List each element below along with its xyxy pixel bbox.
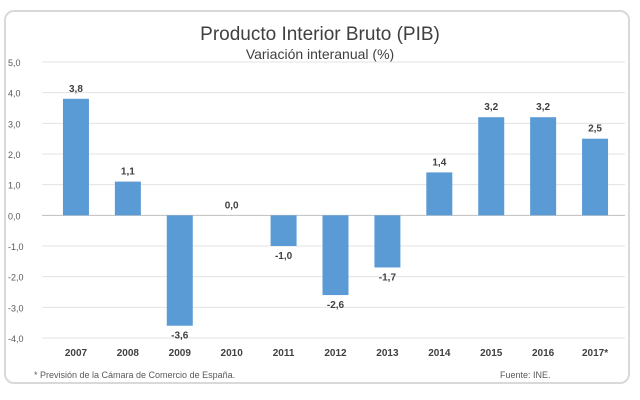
footnote: * Previsión de la Cámara de Comercio de … [34, 370, 236, 380]
bar [426, 172, 453, 216]
bar [582, 138, 609, 216]
source-note: Fuente: INE. [500, 370, 551, 380]
data-label: 3,2 [484, 102, 498, 113]
x-tick-label: 2016 [532, 348, 555, 359]
data-label: 1,1 [121, 167, 135, 178]
data-label: 3,8 [69, 84, 83, 95]
data-label: 3,2 [536, 102, 550, 113]
y-tick-label: -2,0 [8, 273, 24, 283]
chart-subtitle: Variación interanual (%) [245, 46, 395, 62]
x-tick-label: 2013 [376, 348, 399, 359]
bar [114, 181, 141, 216]
y-tick-label: 2,0 [8, 150, 21, 160]
chart-title: Producto Interior Bruto (PIB) [200, 24, 440, 45]
data-label: 1,4 [432, 157, 446, 168]
bar [478, 117, 505, 216]
x-tick-label: 2014 [428, 348, 451, 359]
chart-card [4, 10, 630, 384]
data-label: -1,7 [379, 272, 397, 283]
y-tick-label: -4,0 [8, 334, 24, 344]
x-tick-label: 2009 [169, 348, 192, 359]
data-label: -1,0 [275, 251, 293, 262]
data-label: 2,5 [588, 124, 602, 135]
x-tick-label: 2008 [117, 348, 140, 359]
y-tick-label: 1,0 [8, 181, 21, 191]
y-tick-label: 4,0 [8, 89, 21, 99]
bar [166, 215, 193, 326]
x-tick-label: 2012 [324, 348, 347, 359]
x-tick-label: 2011 [273, 348, 295, 359]
x-tick-label: 2015 [480, 348, 503, 359]
y-tick-label: -1,0 [8, 242, 24, 252]
data-label: -2,6 [327, 300, 345, 311]
x-tick-label: 2010 [221, 348, 244, 359]
data-label: 0,0 [225, 200, 239, 211]
y-tick-label: 3,0 [8, 119, 21, 129]
bar [62, 98, 89, 216]
x-tick-label: 2017* [582, 348, 608, 359]
y-tick-label: 5,0 [8, 58, 21, 68]
y-tick-label: -3,0 [8, 303, 24, 313]
bar [374, 215, 401, 268]
bar [270, 215, 297, 246]
y-tick-label: 0,0 [8, 211, 21, 221]
x-tick-label: 2007 [65, 348, 88, 359]
data-label: -3,6 [171, 331, 189, 342]
bar [322, 215, 349, 296]
bar [530, 117, 557, 216]
